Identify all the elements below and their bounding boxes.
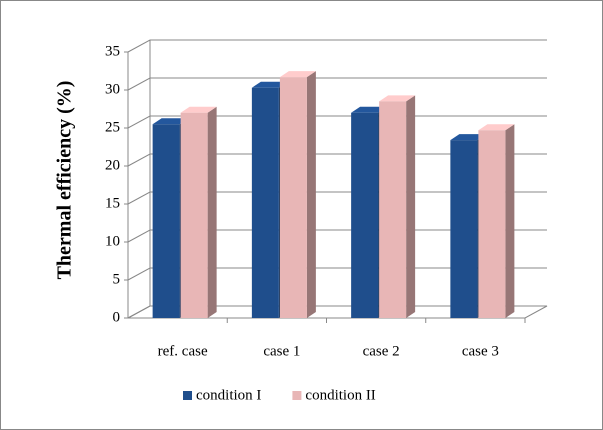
bar-face (152, 118, 189, 125)
bar-face (351, 106, 388, 113)
x-tick-label: case 3 (462, 343, 499, 359)
grid-line (127, 77, 547, 91)
bar-face (180, 112, 208, 318)
x-tick-label: ref. case (158, 343, 208, 359)
bar-face (478, 124, 515, 131)
x-tick-label: case 1 (263, 343, 300, 359)
bar-face (379, 95, 416, 102)
y-axis-label: Thermal efficiency (%) (54, 81, 76, 280)
bar-face (152, 124, 180, 318)
bar (478, 124, 515, 318)
bar-face (207, 106, 217, 318)
bar-face (279, 77, 307, 318)
legend-swatch (183, 391, 192, 400)
bar-face (180, 106, 217, 113)
bar-face (351, 112, 379, 318)
legend-label: condition II (305, 387, 375, 403)
y-tick-label: 20 (105, 157, 120, 173)
y-tick-label: 15 (105, 195, 120, 211)
bar-face (279, 71, 316, 78)
bar (379, 95, 416, 319)
y-tick-label: 30 (105, 81, 120, 97)
bar-face (251, 87, 279, 318)
bar (279, 71, 316, 318)
legend-swatch (292, 391, 302, 400)
bar-face (306, 71, 316, 318)
x-tick-label: case 2 (363, 343, 400, 359)
bar-face (379, 101, 407, 319)
y-tick-label: 0 (113, 309, 121, 325)
legend-label: condition I (196, 387, 261, 403)
bar-face (478, 130, 506, 318)
y-tick-label: 35 (105, 43, 120, 59)
bar-face (450, 134, 487, 141)
bar-face (406, 95, 416, 319)
y-tick-label: 10 (105, 233, 120, 249)
grid-line (127, 39, 547, 53)
bar (180, 106, 217, 318)
y-tick-label: 5 (113, 271, 121, 287)
bar-face (450, 140, 478, 318)
bar-face (251, 81, 288, 88)
y-tick-label: 25 (105, 119, 120, 135)
bar-face (505, 124, 515, 318)
